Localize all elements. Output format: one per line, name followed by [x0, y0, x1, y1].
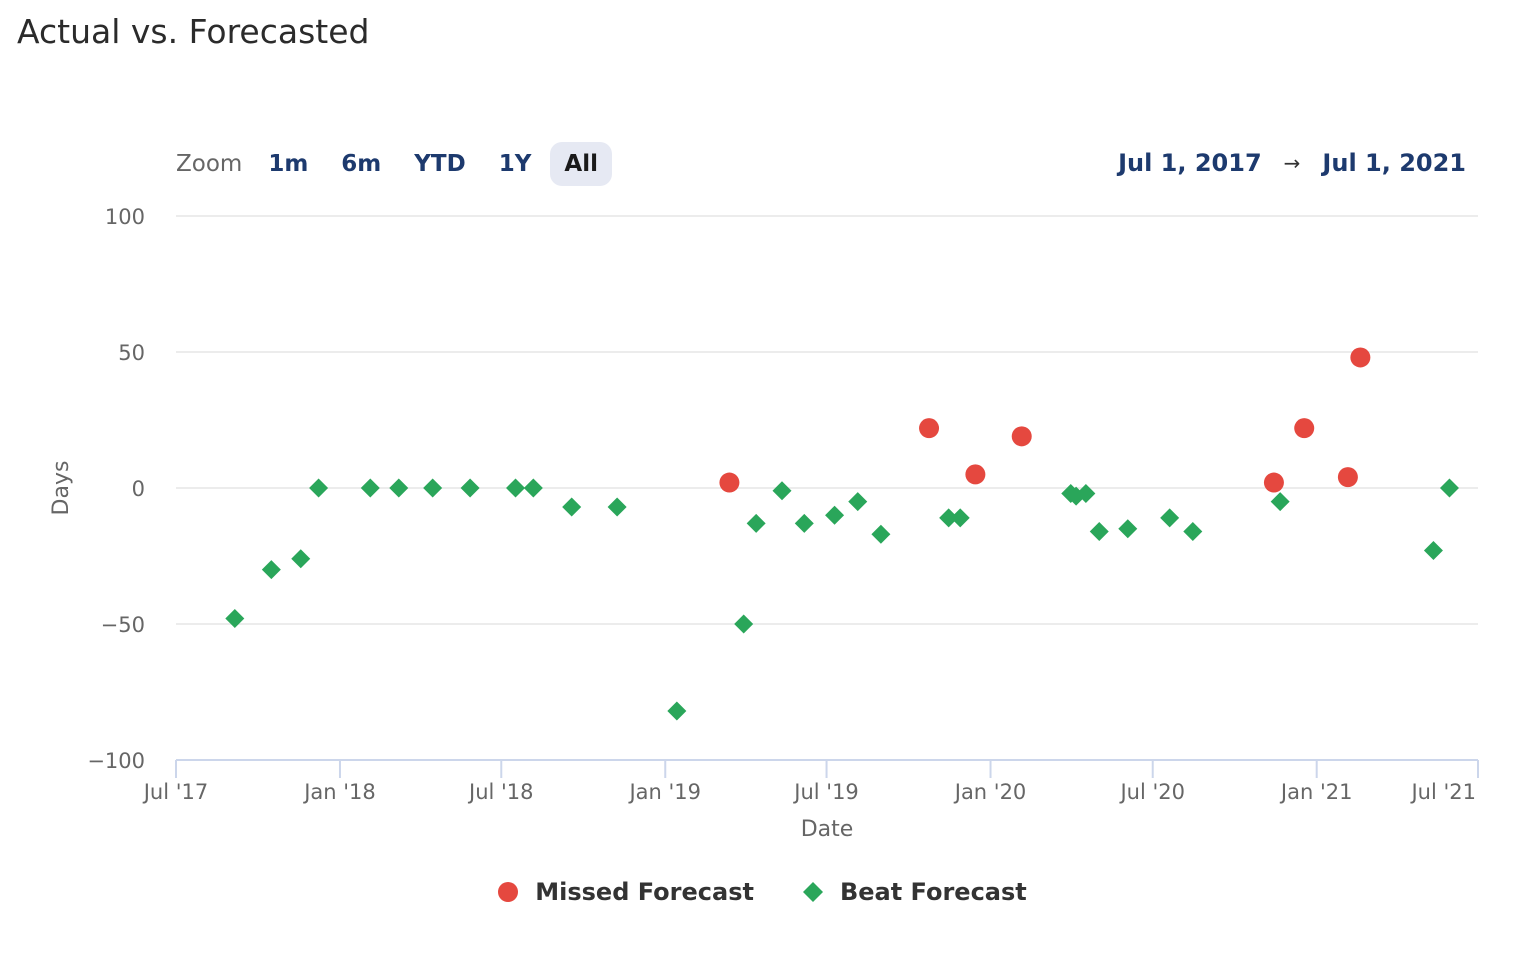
beat-forecast-point[interactable] — [309, 478, 329, 498]
beat-forecast-point[interactable] — [825, 505, 845, 525]
legend-item-missed-forecast[interactable]: Missed Forecast — [497, 878, 754, 906]
y-tick-label: 0 — [132, 477, 145, 501]
diamond-marker-icon — [802, 882, 823, 902]
x-tick-label: Jul '19 — [792, 780, 859, 804]
beat-forecast-point[interactable] — [460, 478, 480, 498]
missed-forecast-point[interactable] — [1294, 418, 1315, 439]
beat-forecast-point[interactable] — [225, 609, 245, 629]
beat-forecast-point[interactable] — [1270, 492, 1290, 512]
zoom-1y-button[interactable]: 1Y — [498, 151, 532, 177]
missed-forecast-point[interactable] — [965, 464, 986, 485]
x-tick-label: Jan '21 — [1279, 780, 1353, 804]
x-tick-label: Jul '21 — [1409, 780, 1476, 804]
beat-forecast-point[interactable] — [746, 513, 766, 533]
zoom-1m-button[interactable]: 1m — [268, 151, 309, 177]
missed-forecast-point[interactable] — [919, 418, 940, 439]
range-end-date[interactable]: Jul 1, 2021 — [1322, 149, 1466, 177]
chart-legend: Missed Forecast Beat Forecast — [0, 878, 1514, 906]
zoom-all-button[interactable]: All — [550, 142, 612, 186]
missed-forecast-point[interactable] — [1263, 472, 1284, 493]
beat-forecast-point[interactable] — [562, 497, 582, 517]
y-tick-label: −100 — [87, 749, 145, 773]
beat-forecast-point[interactable] — [794, 513, 814, 533]
legend-item-beat-forecast[interactable]: Beat Forecast — [802, 878, 1027, 906]
beat-forecast-point[interactable] — [423, 478, 443, 498]
beat-forecast-point[interactable] — [360, 478, 380, 498]
date-range-display: Jul 1, 2017 → Jul 1, 2021 — [1118, 146, 1466, 180]
beat-forecast-point[interactable] — [389, 478, 409, 498]
y-tick-label: 50 — [118, 341, 145, 365]
beat-forecast-point[interactable] — [1183, 522, 1203, 542]
legend-label-missed-forecast: Missed Forecast — [535, 878, 754, 906]
x-tick-label: Jul '17 — [142, 780, 209, 804]
zoom-6m-button[interactable]: 6m — [341, 151, 382, 177]
beat-forecast-point[interactable] — [939, 508, 959, 528]
x-tick-label: Jan '20 — [953, 780, 1027, 804]
y-axis-title: Days — [49, 461, 74, 516]
x-tick-label: Jul '18 — [467, 780, 534, 804]
beat-forecast-point[interactable] — [291, 549, 311, 569]
y-tick-label: −50 — [101, 613, 145, 637]
beat-forecast-point[interactable] — [261, 560, 281, 580]
beat-forecast-point[interactable] — [848, 492, 868, 512]
beat-forecast-point[interactable] — [1076, 483, 1096, 503]
y-tick-label: 100 — [105, 205, 145, 229]
missed-forecast-point[interactable] — [1011, 426, 1032, 447]
missed-forecast-point[interactable] — [1337, 467, 1358, 488]
x-axis-title: Date — [801, 817, 854, 842]
beat-forecast-point[interactable] — [734, 614, 754, 634]
beat-forecast-point[interactable] — [871, 524, 891, 544]
circle-marker-icon — [498, 882, 519, 902]
beat-forecast-point[interactable] — [1423, 541, 1443, 561]
beat-forecast-point[interactable] — [607, 497, 627, 517]
missed-forecast-point[interactable] — [719, 472, 740, 493]
beat-forecast-point[interactable] — [1439, 478, 1459, 498]
chart-title: Actual vs. Forecasted — [17, 12, 370, 51]
zoom-ytd-button[interactable]: YTD — [414, 151, 466, 177]
beat-forecast-point[interactable] — [1089, 522, 1109, 542]
zoom-selector: Zoom 1m 6m YTD 1Y All — [176, 140, 617, 188]
x-tick-label: Jul '20 — [1118, 780, 1185, 804]
beat-forecast-point[interactable] — [523, 478, 543, 498]
beat-forecast-point[interactable] — [1160, 508, 1180, 528]
x-tick-label: Jan '19 — [627, 780, 701, 804]
beat-forecast-point[interactable] — [667, 701, 687, 721]
missed-forecast-point[interactable] — [1350, 347, 1371, 368]
zoom-label: Zoom — [176, 151, 243, 177]
beat-forecast-point[interactable] — [1118, 519, 1138, 539]
beat-forecast-point[interactable] — [506, 478, 526, 498]
range-start-date[interactable]: Jul 1, 2017 — [1118, 149, 1262, 177]
beat-forecast-point[interactable] — [772, 481, 792, 501]
beat-forecast-point[interactable] — [950, 508, 970, 528]
legend-label-beat-forecast: Beat Forecast — [839, 878, 1027, 906]
x-tick-label: Jan '18 — [302, 780, 376, 804]
range-arrow-icon: → — [1283, 151, 1301, 175]
